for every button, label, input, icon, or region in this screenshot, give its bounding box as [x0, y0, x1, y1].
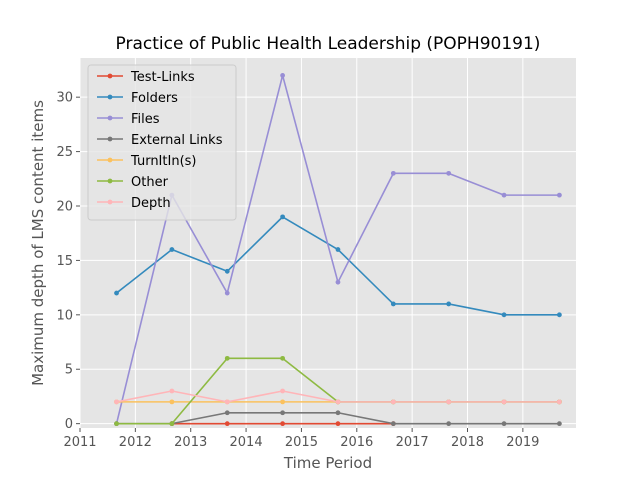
legend-marker — [107, 136, 113, 142]
legend-marker — [107, 115, 113, 121]
data-point-depth — [114, 399, 119, 405]
legend-marker — [107, 73, 113, 79]
data-point-external-links — [390, 421, 396, 427]
data-point-files — [280, 73, 286, 78]
legend-marker — [107, 178, 113, 184]
data-point-files — [335, 279, 341, 285]
data-point-folders — [390, 301, 396, 307]
grid — [79, 58, 576, 428]
data-point-folders — [501, 312, 507, 318]
y-axis-label: Maximum depth of LMS content items — [29, 100, 47, 386]
data-point-folders — [114, 290, 119, 296]
data-point-external-links — [446, 421, 452, 427]
x-tick-label: 2012 — [119, 435, 152, 450]
legend-item-depth: Depth — [97, 196, 171, 211]
data-point-external-links — [335, 410, 341, 416]
plot-area: 2011 2012 2013 2014 2015 2016 2017 2018 2019 051… — [56, 58, 576, 450]
y-tick-label: 0 — [65, 417, 73, 432]
data-point-folders — [169, 247, 175, 252]
legend-item-external-links: External Links — [97, 133, 223, 148]
data-point-folders — [556, 312, 562, 318]
legend-marker — [107, 94, 113, 100]
x-tick-label: 2018 — [451, 435, 484, 450]
legend-marker — [107, 199, 113, 205]
y-tick-label: 25 — [56, 145, 73, 160]
data-point-files — [556, 192, 562, 198]
data-point-folders — [446, 301, 452, 307]
data-point-other — [280, 355, 286, 361]
data-point-folders — [224, 268, 230, 274]
y-tick-label: 10 — [56, 308, 73, 323]
data-point-files — [501, 192, 507, 198]
chart-title: Practice of Public Health Leadership (PO… — [116, 34, 541, 54]
data-point-other — [114, 421, 119, 427]
x-tick-label: 2013 — [174, 435, 207, 450]
legend-item-turnitin-s: TurnItIn(s) — [97, 154, 196, 169]
y-axis-ticks: 0 5 10 15 20 25 30 — [56, 91, 80, 432]
data-point-external-links — [224, 410, 230, 416]
legend-marker — [107, 157, 113, 163]
data-point-turnitin-s — [169, 399, 175, 405]
legend-label: Other — [131, 175, 169, 190]
x-axis-ticks: 2011 2012 2013 2014 2015 2016 2017 2018 2019 — [63, 428, 539, 450]
x-tick-label: 2016 — [340, 435, 373, 450]
data-point-test-links — [224, 421, 230, 427]
legend-item-test-links: Test-Links — [97, 70, 195, 85]
legend-label: Files — [131, 112, 160, 127]
x-tick-label: 2017 — [396, 435, 429, 450]
data-point-depth — [556, 399, 562, 405]
data-point-test-links — [280, 421, 286, 427]
data-point-depth — [224, 399, 230, 405]
y-tick-label: 30 — [56, 91, 73, 106]
data-point-depth — [335, 399, 341, 405]
data-point-depth — [280, 388, 286, 394]
data-point-files — [224, 290, 230, 296]
legend-item-files: Files — [97, 112, 160, 127]
series-layer — [114, 73, 562, 427]
x-tick-label: 2011 — [63, 435, 96, 450]
legend: Test-Links Folders Files External Links Turn… — [87, 64, 237, 221]
data-point-depth — [446, 399, 452, 405]
legend-label: Test-Links — [130, 70, 195, 85]
data-point-depth — [390, 399, 396, 405]
legend-label: TurnItIn(s) — [130, 154, 196, 169]
data-point-depth — [169, 388, 175, 394]
data-point-folders — [335, 247, 341, 252]
series-folders — [114, 214, 562, 318]
data-point-external-links — [501, 421, 507, 427]
data-point-turnitin-s — [280, 399, 286, 405]
x-tick-label: 2015 — [285, 435, 318, 450]
legend-item-other: Other — [97, 175, 169, 190]
x-tick-label: 2019 — [506, 435, 539, 450]
data-point-external-links — [556, 421, 562, 427]
x-axis-label: Time Period — [283, 454, 372, 472]
x-tick-label: 2014 — [230, 435, 263, 450]
legend-label: Folders — [131, 91, 178, 106]
data-point-test-links — [335, 421, 341, 427]
legend-label: Depth — [131, 196, 171, 211]
data-point-external-links — [280, 410, 286, 416]
y-tick-label: 15 — [56, 254, 73, 269]
data-point-other — [169, 421, 175, 427]
data-point-depth — [501, 399, 507, 405]
data-point-files — [446, 170, 452, 176]
data-point-other — [224, 355, 230, 361]
series-depth — [114, 388, 562, 405]
legend-label: External Links — [131, 133, 223, 148]
data-point-folders — [280, 214, 286, 220]
data-point-files — [390, 170, 396, 176]
legend-item-folders: Folders — [97, 91, 178, 106]
y-tick-label: 5 — [65, 363, 73, 378]
y-tick-label: 20 — [56, 200, 73, 215]
legend-box — [87, 64, 237, 221]
